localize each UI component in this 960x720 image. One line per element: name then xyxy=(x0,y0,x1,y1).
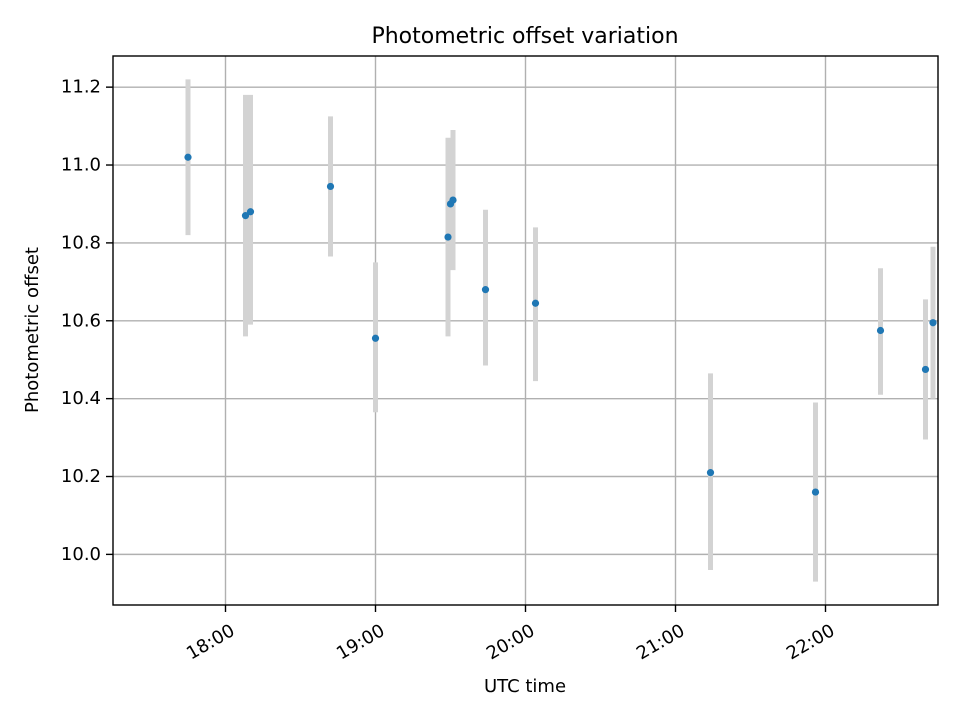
data-point xyxy=(444,233,452,241)
data-point xyxy=(876,326,885,335)
data-point xyxy=(706,469,715,477)
point-layer xyxy=(184,153,937,496)
x-tick-label: 20:00 xyxy=(483,620,538,664)
y-tick-label: 10.6 xyxy=(61,310,101,331)
y-tick-label: 11.0 xyxy=(61,155,101,176)
data-point xyxy=(921,365,930,374)
data-point xyxy=(246,208,255,216)
x-tick-label: 22:00 xyxy=(783,620,838,664)
y-tick-label: 10.4 xyxy=(61,388,101,409)
y-tick-label: 10.0 xyxy=(61,544,101,565)
data-point xyxy=(531,299,540,307)
data-point xyxy=(326,182,335,191)
data-point xyxy=(811,488,820,496)
data-point xyxy=(449,196,457,204)
x-tick-label: 19:00 xyxy=(333,620,388,664)
y-axis-label: Photometric offset xyxy=(22,247,43,413)
x-tick-label: 18:00 xyxy=(183,620,238,664)
chart-title: Photometric offset variation xyxy=(371,24,678,49)
y-tick-label: 10.2 xyxy=(61,466,101,487)
y-tick-label: 10.8 xyxy=(61,232,101,253)
y-tick-label: 11.2 xyxy=(61,77,101,98)
data-point xyxy=(184,153,192,161)
data-point xyxy=(929,319,937,327)
errorbar-layer xyxy=(185,79,936,582)
data-point xyxy=(481,286,490,294)
x-tick-label: 21:00 xyxy=(633,620,688,664)
x-axis-label: UTC time xyxy=(484,676,566,697)
data-point xyxy=(371,334,380,342)
data-point xyxy=(241,212,250,220)
